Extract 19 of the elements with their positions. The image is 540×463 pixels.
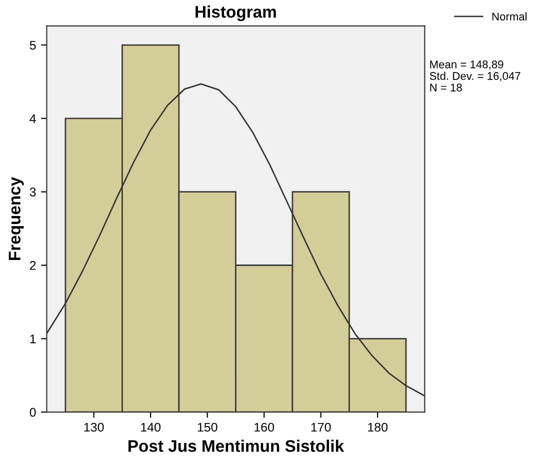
chart-title: Histogram [196, 6, 276, 22]
text: Std. Dev. = 16,047 [430, 72, 520, 82]
text: Mean = 148,89 [430, 60, 504, 70]
y-tick-label: 5 [30, 40, 36, 50]
x-tick-label: 130 [84, 422, 104, 432]
y-tick-label: 0 [30, 408, 36, 417]
y-tick-label: 4 [30, 114, 36, 123]
x-tick-label: 160 [254, 422, 274, 432]
y-tick-label: 2 [30, 261, 36, 270]
text: N = 18 [430, 84, 462, 92]
x-axis-title: Post Jus Mentimun Sistolik [128, 440, 344, 452]
y-axis-title: Frequency [8, 176, 24, 260]
x-tick-label: 150 [198, 422, 218, 432]
x-tick-label: 180 [368, 422, 388, 432]
x-tick-label: 170 [311, 422, 331, 432]
legend-label: Normal [492, 12, 527, 20]
y-tick-label: 3 [30, 188, 36, 196]
y-tick-label: 1 [30, 334, 36, 344]
x-tick-label: 140 [141, 422, 161, 432]
